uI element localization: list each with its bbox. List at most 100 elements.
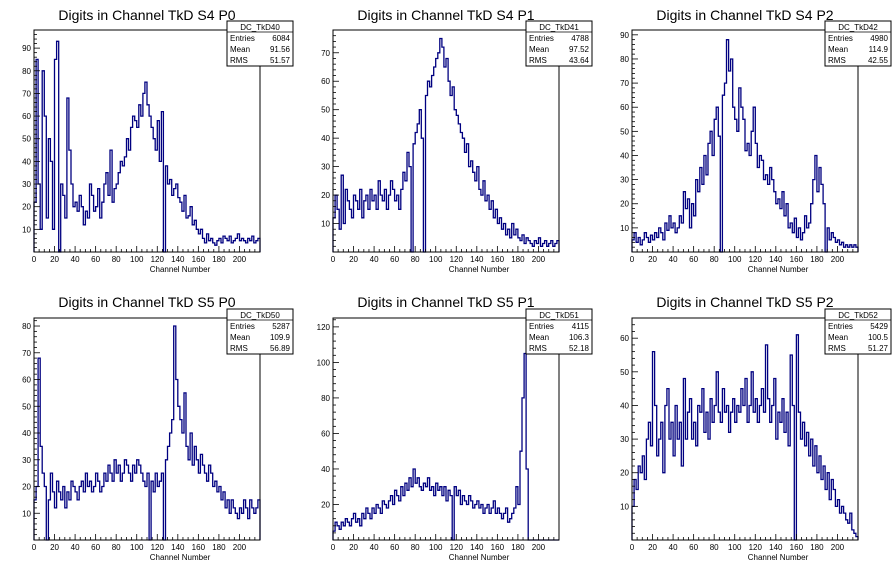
x-tick-label: 160 (192, 543, 206, 552)
y-tick-label: 70 (22, 89, 31, 98)
stats-label: Entries (529, 34, 554, 43)
stats-value: 4115 (572, 322, 590, 331)
x-tick-label: 100 (130, 255, 144, 264)
y-tick-label: 40 (22, 429, 31, 438)
x-tick-label: 160 (192, 255, 206, 264)
chart-title: Digits in Channel TkD S4 P2 (656, 7, 833, 23)
x-tick-label: 80 (411, 255, 420, 264)
x-tick-label: 180 (810, 255, 824, 264)
y-tick-label: 80 (22, 67, 31, 76)
stats-label: Entries (828, 34, 853, 43)
histogram-series (631, 334, 859, 541)
y-tick-label: 80 (321, 394, 330, 403)
y-tick-label: 10 (321, 220, 330, 229)
x-tick-label: 140 (171, 543, 185, 552)
x-axis-label: Channel Number (748, 265, 809, 274)
y-tick-label: 100 (317, 358, 331, 367)
x-tick-label: 60 (390, 255, 399, 264)
x-axis-label: Channel Number (449, 553, 510, 562)
stats-value: 97.52 (569, 45, 590, 54)
x-tick-label: 0 (32, 543, 37, 552)
x-tick-label: 140 (470, 255, 484, 264)
y-tick-label: 20 (321, 191, 330, 200)
x-tick-label: 60 (390, 543, 399, 552)
y-tick-label: 30 (22, 180, 31, 189)
y-tick-label: 60 (321, 77, 330, 86)
x-tick-label: 20 (349, 543, 358, 552)
histogram-series (33, 325, 261, 541)
y-tick-label: 40 (22, 157, 31, 166)
plot-frame (33, 317, 261, 541)
x-tick-label: 100 (728, 255, 742, 264)
x-tick-label: 120 (151, 543, 165, 552)
stats-box (226, 308, 294, 355)
x-tick-label: 40 (669, 255, 678, 264)
y-tick-label: 20 (321, 500, 330, 509)
x-tick-label: 0 (331, 255, 336, 264)
stats-value: 5429 (870, 322, 888, 331)
x-tick-label: 160 (491, 543, 505, 552)
stats-name: DC_TkD51 (539, 311, 579, 320)
stats-value: 106.3 (569, 333, 590, 342)
chart-title: Digits in Channel TkD S5 P1 (357, 294, 534, 310)
x-tick-label: 100 (429, 543, 443, 552)
stats-box (525, 308, 593, 355)
y-tick-label: 10 (22, 225, 31, 234)
x-tick-label: 120 (151, 255, 165, 264)
y-tick-label: 30 (620, 435, 629, 444)
stats-box (824, 308, 892, 355)
stats-name: DC_TkD50 (240, 311, 280, 320)
x-tick-label: 60 (689, 255, 698, 264)
stats-value: 42.55 (868, 56, 889, 65)
histogram-series (332, 37, 560, 253)
y-tick-label: 50 (620, 127, 629, 136)
stats-value: 51.57 (270, 56, 291, 65)
x-tick-label: 80 (112, 543, 121, 552)
x-tick-label: 200 (233, 255, 247, 264)
x-tick-label: 160 (790, 255, 804, 264)
x-tick-label: 80 (710, 255, 719, 264)
x-tick-label: 180 (511, 543, 525, 552)
histogram-series (33, 40, 261, 253)
stats-label: Mean (230, 333, 250, 342)
stats-label: RMS (828, 56, 846, 65)
y-tick-label: 70 (620, 79, 629, 88)
x-tick-label: 40 (71, 543, 80, 552)
x-tick-label: 160 (491, 255, 505, 264)
chart-title: Digits in Channel TkD S4 P1 (357, 7, 534, 23)
y-tick-label: 30 (620, 176, 629, 185)
stats-box (824, 20, 892, 67)
x-tick-label: 40 (669, 543, 678, 552)
stats-label: RMS (230, 344, 248, 353)
y-tick-label: 10 (620, 224, 629, 233)
y-tick-label: 50 (620, 368, 629, 377)
stats-value: 43.64 (569, 56, 590, 65)
x-tick-label: 100 (728, 543, 742, 552)
plot-frame (332, 317, 560, 541)
x-tick-label: 120 (749, 543, 763, 552)
x-tick-label: 120 (450, 255, 464, 264)
x-tick-label: 200 (831, 543, 845, 552)
stats-label: Entries (230, 34, 255, 43)
x-tick-label: 200 (831, 255, 845, 264)
x-tick-label: 60 (91, 543, 100, 552)
y-tick-label: 70 (321, 49, 330, 58)
y-tick-label: 40 (620, 401, 629, 410)
x-tick-label: 180 (212, 543, 226, 552)
x-tick-label: 180 (511, 255, 525, 264)
stats-value: 56.89 (270, 344, 291, 353)
x-tick-label: 0 (331, 543, 336, 552)
y-tick-label: 40 (620, 151, 629, 160)
y-tick-label: 80 (22, 322, 31, 331)
chart-title: Digits in Channel TkD S5 P2 (656, 294, 833, 310)
x-tick-label: 120 (749, 255, 763, 264)
chart-title: Digits in Channel TkD S5 P0 (58, 294, 235, 310)
x-tick-label: 200 (532, 255, 546, 264)
x-axis-label: Channel Number (150, 553, 211, 562)
stats-label: Mean (828, 45, 848, 54)
x-tick-label: 0 (32, 255, 37, 264)
x-tick-label: 140 (171, 255, 185, 264)
x-tick-label: 200 (233, 543, 247, 552)
y-tick-label: 30 (22, 456, 31, 465)
